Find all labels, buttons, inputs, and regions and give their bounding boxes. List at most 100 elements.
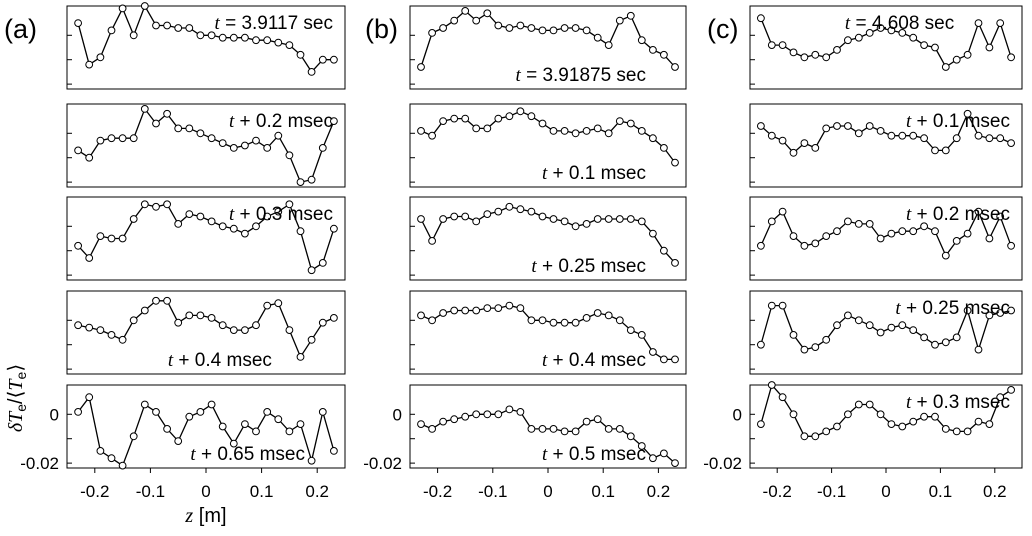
data-point <box>1007 139 1015 148</box>
data-point <box>789 48 798 57</box>
data-point <box>974 131 983 140</box>
data-point <box>428 29 437 37</box>
panel-annotation: t + 0.25 msec <box>895 298 1010 319</box>
data-point <box>274 299 283 308</box>
data-point <box>296 178 305 187</box>
data-point <box>229 224 238 233</box>
panel-annotation: t + 0.25 msec <box>531 256 646 277</box>
data-point <box>450 212 459 221</box>
data-point <box>909 227 918 236</box>
data-point <box>330 224 338 233</box>
data-point <box>996 19 1005 28</box>
data-point <box>428 316 437 325</box>
data-point <box>538 316 547 325</box>
data-point <box>844 311 852 320</box>
data-point <box>898 29 907 37</box>
x-tick-label: -0.1 <box>817 482 846 501</box>
data-point <box>649 348 657 356</box>
data-point <box>417 63 425 71</box>
panel-annotation: t + 0.5 msec <box>542 444 646 465</box>
data-point <box>931 146 939 155</box>
plot-frame <box>409 290 687 375</box>
data-point <box>952 134 961 143</box>
data-point <box>757 420 765 429</box>
data-point <box>163 296 172 305</box>
data-point <box>85 323 94 332</box>
data-point <box>778 301 787 310</box>
panel-label: (b) <box>365 14 398 44</box>
data-point <box>789 410 798 419</box>
data-point <box>318 318 327 327</box>
data-point <box>163 109 172 118</box>
data-point <box>516 408 525 416</box>
data-point <box>571 129 580 138</box>
data-point <box>196 31 205 40</box>
data-point <box>483 124 492 133</box>
data-point <box>626 119 635 128</box>
data-point <box>516 107 525 116</box>
data-point <box>439 24 448 32</box>
data-point <box>318 55 327 64</box>
subplot: t + 0.3 msec 0 -0.02 -0.2 -0.1 0 0.1 0.2 <box>703 381 1023 501</box>
data-point <box>494 207 503 216</box>
plot-frame <box>409 196 687 281</box>
plot-frame <box>749 5 1023 90</box>
subplot: t + 0.65 msec 0 -0.02 -0.2 -0.1 0 0.1 0.2 <box>20 384 346 501</box>
data-point <box>571 24 580 32</box>
data-point <box>767 41 776 49</box>
data-point <box>527 24 536 32</box>
data-point <box>844 410 852 419</box>
data-point <box>789 232 798 241</box>
data-point <box>854 220 863 228</box>
data-point <box>118 234 127 243</box>
data-point <box>252 136 260 145</box>
data-point <box>593 309 602 317</box>
data-point <box>963 306 972 315</box>
panel-annotation: t = 4.608 sec <box>845 13 954 34</box>
data-point <box>74 408 82 416</box>
data-point <box>898 422 907 431</box>
data-point <box>671 459 679 468</box>
data-point <box>582 220 591 228</box>
data-point <box>252 321 260 330</box>
data-point <box>757 14 765 23</box>
data-point <box>952 237 961 245</box>
data-point <box>985 234 994 243</box>
x-tick-label: 0.1 <box>929 482 953 501</box>
data-point <box>952 333 961 342</box>
data-point <box>96 232 105 241</box>
data-point <box>152 21 160 30</box>
data-point <box>96 136 105 145</box>
data-point <box>593 415 602 424</box>
data-point <box>285 200 294 209</box>
data-point <box>107 454 116 463</box>
data-point <box>263 408 272 416</box>
data-point <box>285 41 294 49</box>
plot-frame <box>66 196 346 281</box>
data-point <box>129 432 138 441</box>
data-point <box>898 227 907 236</box>
data-point <box>887 229 896 238</box>
data-point <box>811 239 820 248</box>
data-point <box>505 24 514 32</box>
data-point <box>241 33 249 42</box>
subplot: t = 4.608 sec <box>749 5 1023 90</box>
data-point <box>649 229 657 238</box>
data-point <box>428 131 437 140</box>
data-point <box>996 212 1005 221</box>
data-point <box>560 24 569 32</box>
data-point <box>505 112 514 121</box>
data-point <box>74 19 82 28</box>
data-point <box>85 393 94 402</box>
data-point <box>615 215 624 223</box>
data-point <box>660 50 668 59</box>
plot-frame <box>749 196 1023 281</box>
panel-annotation: t + 0.2 msec <box>906 204 1010 225</box>
data-point <box>778 41 787 49</box>
data-point <box>637 442 646 450</box>
data-point <box>505 301 514 310</box>
data-point <box>615 117 624 125</box>
data-point <box>494 21 503 30</box>
subplot: t + 0.25 msec <box>409 196 687 281</box>
data-point <box>626 11 635 20</box>
